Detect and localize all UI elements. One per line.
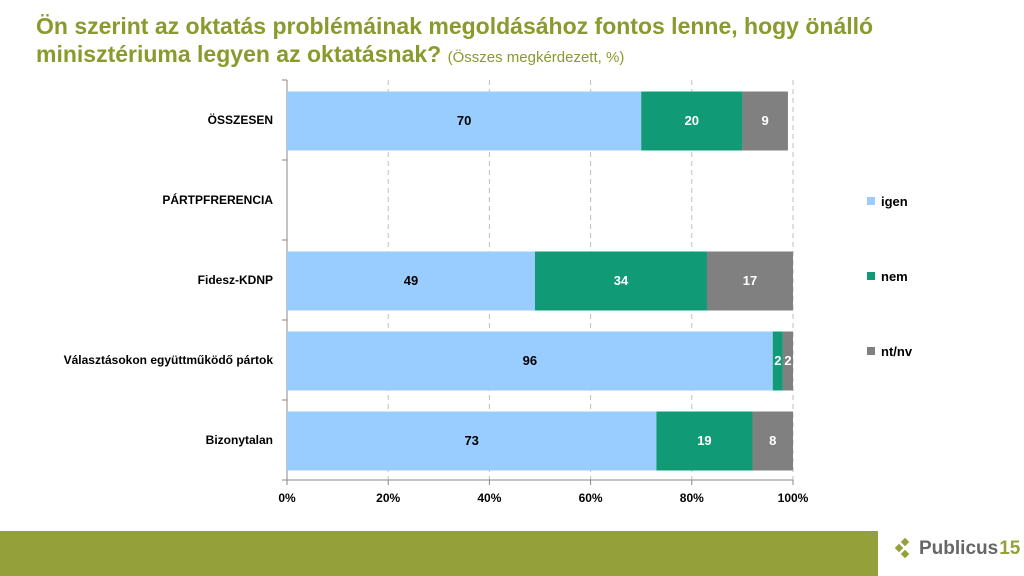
logo-diamonds-icon xyxy=(894,538,910,559)
data-label: 49 xyxy=(404,273,418,288)
data-label: 20 xyxy=(685,113,699,128)
data-label: 2 xyxy=(774,353,781,368)
category-label: ÖSSZESEN xyxy=(208,112,273,127)
data-label: 73 xyxy=(464,433,478,448)
legend-swatch-nt-nv xyxy=(867,347,875,355)
publicus-logo: Publicus 15 xyxy=(893,538,1020,560)
title-subtitle: (Összes megkérdezett, %) xyxy=(447,49,625,66)
category-label: Fidesz-KDNP xyxy=(198,273,273,287)
bar-nem xyxy=(534,251,707,311)
category-label: Bizonytalan xyxy=(206,433,273,447)
bar-nem xyxy=(656,411,753,471)
legend-swatch-igen xyxy=(867,197,875,205)
data-label: 70 xyxy=(457,113,471,128)
data-label: 96 xyxy=(523,353,537,368)
bar-igen xyxy=(287,91,642,151)
x-tick-label: 20% xyxy=(376,491,400,505)
data-label: 34 xyxy=(614,273,629,288)
logo-word: Publicus xyxy=(919,538,999,559)
bar-igen xyxy=(287,331,773,391)
data-label: 8 xyxy=(769,433,776,448)
legend-label: nem xyxy=(881,269,908,284)
x-tick-label: 60% xyxy=(579,491,603,505)
bar-nem xyxy=(772,331,783,391)
logo-number: 15 xyxy=(999,538,1021,559)
data-label: 2 xyxy=(784,353,791,368)
stacked-bar-chart: 0% 20% 40% 60% 80% 100% ÖSSZESEN 70 20 9 PÁRTPFRER… xyxy=(64,79,913,505)
bar-nem xyxy=(641,91,743,151)
bar-igen xyxy=(287,251,535,311)
legend-label: igen xyxy=(881,194,908,209)
category-label: PÁRTPFRERENCIA xyxy=(162,192,273,207)
data-label: 19 xyxy=(697,433,711,448)
bar-nt-nv xyxy=(742,91,788,151)
x-tick-label: 40% xyxy=(477,491,501,505)
bar-igen xyxy=(287,411,657,471)
legend-label: nt/nv xyxy=(881,344,913,359)
bar-nt-nv xyxy=(782,331,793,391)
footer-bar xyxy=(0,531,878,576)
legend-swatch-nem xyxy=(867,272,875,280)
bar-nt-nv xyxy=(752,411,793,471)
data-label: 17 xyxy=(743,273,757,288)
x-tick-label: 100% xyxy=(778,491,809,505)
chart-title: Ön szerint az oktatás problémáinak megol… xyxy=(36,12,996,72)
title-main: Ön szerint az oktatás problémáinak megol… xyxy=(36,13,874,67)
bar-nt-nv xyxy=(706,251,793,311)
data-label: 9 xyxy=(762,113,769,128)
x-tick-label: 80% xyxy=(680,491,704,505)
category-label: Választásokon együttműködő pártok xyxy=(64,353,274,367)
x-tick-label: 0% xyxy=(278,491,296,505)
